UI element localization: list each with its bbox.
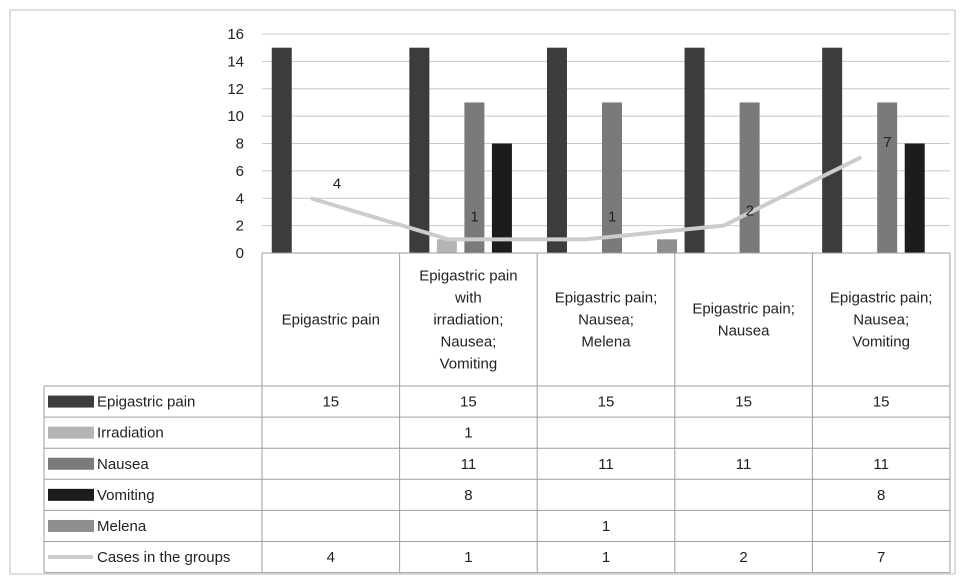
legend-key — [48, 488, 94, 501]
bar — [409, 47, 430, 253]
table-value: 8 — [464, 487, 472, 504]
bar — [684, 47, 705, 253]
table-value: 1 — [602, 518, 610, 535]
legend-label: Epigastric pain — [97, 394, 195, 411]
x-tick-label-line: Nausea; — [440, 334, 496, 351]
table-value: 11 — [461, 456, 477, 473]
x-tick-label-line: with — [454, 290, 482, 307]
bar — [491, 143, 512, 253]
x-tick-label: Epigastric pain with irradiation; Nausea; Vo… — [419, 268, 517, 373]
x-tick-label-line: Epigastric pain; — [830, 290, 933, 307]
data-label: 2 — [746, 203, 754, 220]
x-tick-label-line: Nausea — [718, 323, 770, 340]
x-tick-label-line: Nausea; — [853, 312, 909, 329]
bar — [464, 102, 485, 253]
bar — [546, 47, 567, 253]
bar — [877, 102, 898, 253]
y-tick-label: 12 — [227, 81, 244, 98]
bar — [436, 239, 457, 253]
table-value: 7 — [877, 549, 885, 566]
table-value: 8 — [877, 487, 885, 504]
x-tick-label-line: Epigastric pain; — [555, 290, 658, 307]
bars — [271, 47, 925, 253]
bar — [602, 102, 622, 253]
legend-key — [48, 457, 94, 470]
y-tick-label: 10 — [227, 108, 244, 125]
bar — [657, 239, 678, 253]
x-tick-label-line: Vomiting — [440, 356, 498, 373]
x-tick-label: Epigastric pain; Nausea — [692, 301, 795, 340]
legend-label: Vomiting — [97, 487, 155, 504]
table-value: 1 — [602, 549, 610, 566]
x-tick-label-line: Melena — [581, 334, 631, 351]
y-tick-label: 16 — [227, 26, 244, 43]
y-tick-label: 8 — [236, 136, 244, 153]
table-value: 11 — [736, 456, 752, 473]
table-value: 11 — [598, 456, 614, 473]
data-label: 1 — [608, 208, 616, 225]
legend-label: Irradiation — [97, 425, 164, 442]
y-axis: 0 2 4 6 8 10 12 14 16 — [227, 26, 244, 262]
table-value: 2 — [739, 549, 747, 566]
line-series: 4 1 1 2 7 — [310, 134, 892, 242]
y-tick-label: 14 — [227, 53, 244, 70]
x-tick-label: Epigastric pain — [282, 312, 380, 329]
legend-key — [48, 426, 94, 439]
bar — [271, 47, 292, 253]
table-value: 15 — [735, 394, 752, 411]
x-tick-label-line: Epigastric pain; — [692, 301, 795, 318]
y-tick-label: 4 — [236, 190, 244, 207]
x-tick-label-line: Vomiting — [852, 334, 910, 351]
x-tick-label: Epigastric pain; Nausea; Melena — [555, 290, 658, 351]
data-label: 4 — [333, 175, 341, 192]
x-tick-label-line: Epigastric pain — [282, 312, 380, 329]
table-value: 15 — [322, 394, 339, 411]
data-table: Epigastric pain Epigastric pain with irradi… — [43, 252, 951, 574]
x-tick-label-line: Epigastric pain — [419, 268, 517, 285]
y-tick-label: 6 — [236, 163, 244, 180]
table-value: 1 — [464, 549, 472, 566]
bar — [904, 143, 925, 253]
x-tick-label-line: irradiation; — [433, 312, 503, 329]
table-value: 15 — [598, 394, 615, 411]
bar — [822, 47, 843, 253]
table-value: 15 — [873, 394, 890, 411]
legend-key — [48, 395, 94, 408]
legend-label: Melena — [97, 518, 147, 535]
legend-label: Cases in the groups — [97, 549, 230, 566]
bar — [739, 102, 760, 253]
data-label: 1 — [470, 208, 478, 225]
table-value: 15 — [460, 394, 477, 411]
table-value: 11 — [873, 456, 889, 473]
legend-label: Nausea — [97, 456, 149, 473]
y-tick-label: 0 — [236, 245, 244, 262]
chart-border — [9, 9, 956, 575]
x-tick-label-line: Nausea; — [578, 312, 634, 329]
table-value: 1 — [464, 425, 472, 442]
y-tick-label: 2 — [236, 218, 244, 235]
legend-key — [48, 519, 94, 532]
table-value: 4 — [327, 549, 335, 566]
x-tick-label: Epigastric pain; Nausea; Vomiting — [830, 290, 933, 351]
data-label: 7 — [883, 134, 891, 151]
